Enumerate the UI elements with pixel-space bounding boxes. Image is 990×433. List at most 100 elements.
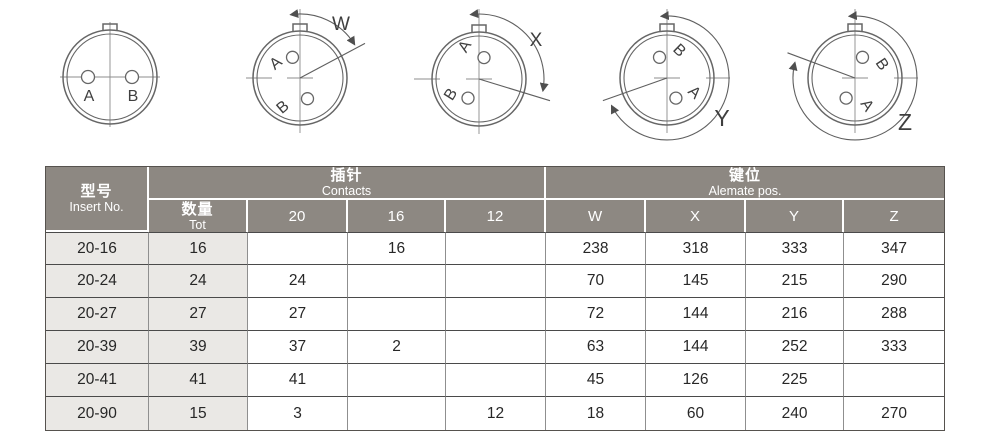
col-header-insert-no-zh: 型号	[80, 183, 113, 200]
cell	[446, 331, 547, 364]
diagram-position-z: B A Z	[787, 9, 918, 141]
cell: 288	[844, 298, 945, 331]
col-header-tot-en: Tot	[189, 217, 206, 232]
pin-a	[669, 91, 683, 105]
col-group-alternate-pos-en: Alemate pos.	[708, 184, 782, 198]
col-group-contacts-en: Contacts	[321, 184, 372, 198]
diagram-position-x: A B X	[414, 9, 551, 134]
col-group-contacts: 插针 Contacts	[149, 167, 547, 200]
diagram-position-w: A B W	[246, 9, 366, 133]
col-header-insert-no-en: Insert No.	[69, 200, 124, 214]
cell: 16	[149, 232, 248, 265]
cell	[348, 298, 446, 331]
table-row: 20-24 24 24 70 145 215 290	[46, 265, 945, 298]
col-header-size-20: 20	[248, 200, 348, 232]
cell	[446, 232, 547, 265]
cell: 27	[149, 298, 248, 331]
cell: 20-90	[46, 397, 149, 430]
cell: 238	[546, 232, 647, 265]
cell	[348, 265, 446, 298]
cell: 15	[149, 397, 248, 430]
cell: 18	[546, 397, 647, 430]
cell: 63	[546, 331, 647, 364]
pin-label-a: A	[684, 83, 704, 103]
cell: 318	[646, 232, 747, 265]
pin-a	[839, 91, 853, 105]
cell	[446, 265, 547, 298]
pin-a	[285, 50, 300, 64]
cell: 39	[149, 331, 248, 364]
pin-b	[652, 50, 667, 64]
pin-b	[461, 91, 475, 105]
cell: 270	[844, 397, 945, 430]
cell: 333	[844, 331, 945, 364]
cell: 333	[746, 232, 845, 265]
table-row: 20-41 41 41 45 126 225	[46, 364, 945, 397]
cell	[348, 364, 446, 397]
cell: 16	[348, 232, 446, 265]
diagram-position-y: B A Y	[602, 9, 730, 141]
cell	[844, 364, 945, 397]
diagram-front-view: A B	[60, 22, 160, 127]
col-group-alternate-pos: 键位 Alemate pos.	[546, 167, 945, 200]
angle-label-x: X	[530, 30, 543, 51]
angle-label-w: W	[332, 14, 350, 35]
cell: 20-16	[46, 232, 149, 265]
pin-label-a: A	[857, 96, 877, 115]
cell: 20-24	[46, 265, 149, 298]
col-header-size-16: 16	[348, 200, 446, 232]
cell: 45	[546, 364, 647, 397]
pin-label-a: A	[267, 53, 286, 73]
col-header-insert-no: 型号 Insert No.	[46, 167, 149, 232]
cell: 126	[646, 364, 747, 397]
col-header-tot-zh: 数量	[181, 200, 214, 218]
cell: 252	[746, 331, 845, 364]
connector-diagrams: A B A B W A B X B	[60, 9, 918, 141]
cell: 290	[844, 265, 945, 298]
table-row: 20-27 27 27 72 144 216 288	[46, 298, 945, 331]
table-row: 20-90 15 3 12 18 60 240 270	[46, 397, 945, 430]
cell: 72	[546, 298, 647, 331]
pin-b	[300, 92, 315, 106]
cell: 41	[248, 364, 348, 397]
cell	[348, 397, 446, 430]
cell: 144	[646, 298, 747, 331]
pin-b	[124, 69, 140, 85]
cell: 20-27	[46, 298, 149, 331]
cell: 70	[546, 265, 647, 298]
angle-label-z: Z	[898, 109, 912, 135]
col-header-tot: 数量 Tot	[149, 200, 248, 232]
col-group-contacts-zh: 插针	[330, 167, 363, 184]
cell: 215	[746, 265, 845, 298]
angle-label-y: Y	[714, 105, 729, 131]
insert-spec-table: 型号 Insert No. 插针 Contacts 键位 Alemate pos…	[45, 166, 945, 431]
cell: 60	[646, 397, 747, 430]
cell: 347	[844, 232, 945, 265]
col-header-pos-x: X	[646, 200, 747, 232]
pin-b	[855, 50, 870, 64]
col-header-pos-z: Z	[844, 200, 945, 232]
cell	[446, 298, 547, 331]
cell: 20-39	[46, 331, 149, 364]
cell	[248, 232, 348, 265]
pin-label-b: B	[441, 86, 461, 104]
cell: 37	[248, 331, 348, 364]
cell: 24	[248, 265, 348, 298]
cell: 27	[248, 298, 348, 331]
table-row: 20-39 39 37 2 63 144 252 333	[46, 331, 945, 364]
cell: 41	[149, 364, 248, 397]
col-header-pos-w: W	[546, 200, 647, 232]
table-body: 20-16 16 16 238 318 333 347 20-24 24 24 70 145 215 29…	[46, 232, 945, 430]
cell: 2	[348, 331, 446, 364]
cell: 24	[149, 265, 248, 298]
cell: 240	[746, 397, 845, 430]
col-group-alternate-pos-zh: 键位	[729, 167, 762, 184]
pin-label-a: A	[84, 88, 95, 105]
pin-label-b: B	[669, 41, 688, 61]
cell: 144	[646, 331, 747, 364]
pin-label-a: A	[455, 37, 475, 55]
pin-label-b: B	[872, 55, 892, 73]
pin-a	[80, 69, 96, 85]
cell: 3	[248, 397, 348, 430]
cell: 145	[646, 265, 747, 298]
